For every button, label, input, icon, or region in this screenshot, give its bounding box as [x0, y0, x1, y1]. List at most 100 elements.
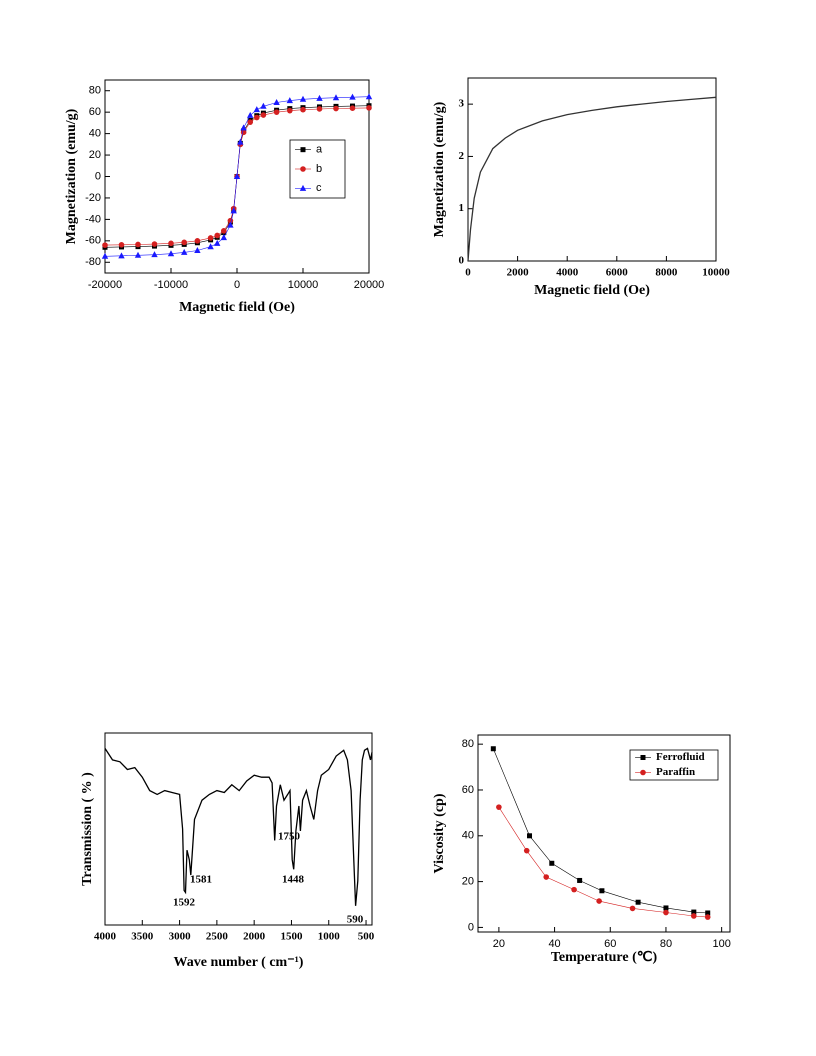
y-axis-label: Viscosity (cp) [432, 793, 447, 873]
x-tick-label: 8000 [655, 267, 678, 279]
x-tick-label: 0 [465, 267, 471, 279]
x-tick-label: 2500 [206, 931, 229, 943]
x-tick-label: 40 [548, 938, 560, 950]
x-axis-label: Magnetic field (Oe) [179, 300, 295, 315]
x-axis-label: Magnetic field (Oe) [534, 283, 650, 298]
legend-label: Ferrofluid [656, 751, 705, 763]
marker [181, 248, 188, 255]
y-tick-label: -80 [85, 256, 101, 268]
marker [253, 114, 260, 121]
marker [273, 109, 280, 115]
marker [332, 94, 340, 101]
marker [300, 106, 306, 113]
plot-frame [467, 77, 717, 262]
marker [635, 899, 641, 905]
x-tick-label: 10000 [288, 279, 319, 291]
marker [151, 241, 158, 247]
marker [214, 232, 220, 239]
marker [260, 102, 267, 109]
marker [691, 909, 697, 915]
y-tick-label: 20 [462, 876, 474, 888]
x-tick-label: 2000 [243, 931, 266, 943]
marker [349, 93, 356, 100]
marker [640, 769, 646, 776]
marker [316, 94, 323, 101]
y-tick-label: 0 [459, 255, 465, 267]
marker [207, 235, 214, 241]
annotation: 1592 [173, 897, 196, 909]
data-line [104, 747, 373, 906]
marker [207, 243, 214, 250]
y-tick-label: 60 [462, 784, 474, 796]
marker [168, 240, 174, 247]
x-tick-label: 20 [493, 938, 505, 950]
plot-frame [104, 732, 373, 926]
marker [366, 105, 372, 111]
marker [273, 99, 280, 106]
marker [253, 106, 260, 113]
marker [300, 166, 306, 172]
legend-label: a [316, 144, 323, 156]
legend-label: c [316, 182, 322, 194]
x-tick-label: 500 [358, 931, 375, 943]
marker [490, 746, 496, 752]
y-tick-label: 20 [89, 149, 101, 161]
plot-frame [477, 734, 731, 933]
marker [577, 877, 583, 883]
annotation: 1581 [190, 874, 212, 886]
annotation: 1448 [282, 874, 305, 886]
marker [151, 251, 158, 258]
marker [599, 888, 605, 894]
marker [549, 860, 555, 866]
annotation: 590 [347, 914, 364, 926]
y-tick-label: 80 [462, 738, 474, 750]
data-line [498, 807, 708, 918]
x-tick-label: 4000 [94, 931, 117, 943]
marker [240, 124, 247, 131]
x-axis-label: Temperature (℃) [551, 950, 658, 965]
x-tick-label: 3000 [169, 931, 192, 943]
x-tick-label: 20000 [354, 279, 385, 291]
marker [300, 147, 306, 153]
x-tick-label: 0 [234, 279, 240, 291]
marker [260, 112, 267, 118]
x-tick-label: -10000 [154, 279, 188, 291]
marker [299, 95, 307, 102]
marker [220, 234, 227, 241]
marker [349, 105, 356, 111]
marker [704, 914, 711, 920]
marker [214, 239, 221, 246]
x-tick-label: 10000 [702, 267, 730, 279]
marker [233, 173, 241, 179]
y-axis-label: Transmission ( % ) [80, 772, 95, 886]
marker [237, 138, 244, 145]
marker [247, 111, 254, 118]
y-tick-label: 0 [95, 170, 101, 182]
marker [299, 184, 307, 191]
x-tick-label: 100 [712, 938, 730, 950]
x-tick-label: 1500 [280, 931, 303, 943]
y-tick-label: -60 [85, 235, 101, 247]
marker [230, 207, 237, 214]
marker [640, 755, 646, 760]
marker [523, 847, 530, 854]
marker [287, 107, 293, 114]
marker [316, 106, 323, 112]
y-tick-label: -40 [85, 213, 101, 225]
marker [247, 119, 253, 125]
legend-label: Paraffin [656, 766, 695, 778]
x-tick-label: 3500 [131, 931, 154, 943]
y-tick-label: 2 [459, 150, 465, 162]
y-axis-label: Magnetization (emu/g) [432, 101, 447, 237]
marker [365, 93, 373, 100]
x-tick-label: 6000 [606, 267, 629, 279]
x-tick-label: 1000 [318, 931, 341, 943]
x-tick-label: 60 [604, 938, 616, 950]
marker [194, 246, 201, 253]
marker [543, 874, 550, 880]
marker [102, 242, 108, 248]
x-axis-label: Wave number ( cm⁻¹) [174, 955, 304, 970]
y-tick-label: 1 [459, 202, 465, 214]
marker [691, 913, 697, 919]
marker [496, 804, 502, 810]
